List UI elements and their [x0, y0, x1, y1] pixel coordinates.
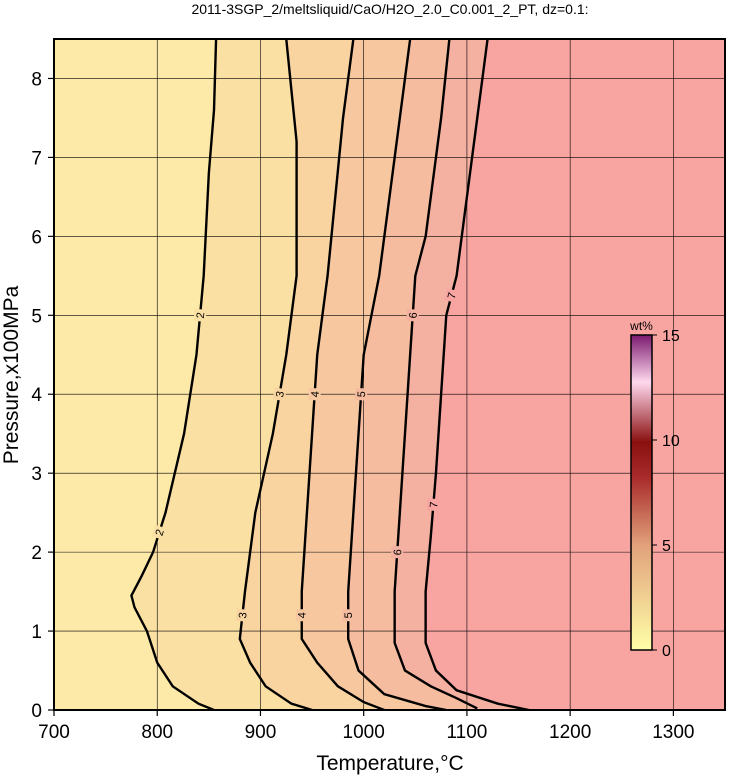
contour-line: [130, 39, 218, 710]
x-tick-label: 1300: [652, 722, 694, 743]
contour-label: 4: [297, 612, 309, 618]
plot-area: 2 2 3 3 4 4 5 5 6 6 7 7: [54, 39, 725, 710]
x-tick-label: 800: [141, 722, 173, 743]
colorbar-tick-label: 5: [662, 538, 671, 555]
contour-label-bg: [308, 387, 322, 401]
x-tick-label: 900: [245, 722, 277, 743]
contour-label: 7: [446, 291, 459, 300]
contour-label-bg: [193, 308, 207, 322]
contour-label: 2: [195, 312, 208, 319]
colorbar-tick-label: 0: [662, 643, 671, 660]
contour-label: 7: [428, 501, 440, 508]
y-tick-label: 4: [31, 385, 42, 406]
x-tick-label: 1100: [446, 722, 487, 743]
contour-line: [238, 39, 313, 710]
y-axis-label: Pressure,x100MPa: [0, 285, 23, 464]
contour-label-bg: [354, 387, 368, 401]
x-tick-label: 1000: [343, 722, 385, 743]
x-axis-label: Temperature,°C: [316, 752, 463, 775]
contour-label: 5: [356, 391, 368, 398]
y-tick-label: 2: [31, 543, 42, 564]
y-tick-label: 1: [31, 622, 42, 643]
contour-line: [393, 39, 478, 710]
contour-line: [300, 39, 385, 710]
contour-label: 6: [408, 312, 420, 319]
contour-label-bg: [426, 498, 440, 512]
colorbar-tick-label: 15: [662, 328, 680, 345]
y-tick-label: 3: [31, 464, 42, 485]
contour-label-bg: [295, 609, 308, 622]
contour-label-bg: [342, 609, 355, 622]
contour-label-bg: [272, 387, 287, 402]
y-tick-label: 5: [31, 306, 42, 327]
colorbar: [630, 334, 653, 651]
y-tick-label: 0: [31, 701, 42, 722]
contour-label-bg: [390, 545, 404, 559]
contour-label: 3: [237, 612, 250, 619]
contour-line: [347, 39, 447, 710]
contour-label: 2: [154, 528, 167, 537]
x-tick-label: 1200: [549, 722, 591, 743]
chart-title: 2011-3SGP_2/meltsliquid/CaO/H2O_2.0_C0.0…: [191, 1, 588, 17]
colorbar-label: wt%: [629, 319, 653, 333]
contour-label: 3: [274, 390, 287, 398]
contour-label-bg: [151, 524, 167, 540]
y-tick-label: 6: [31, 227, 42, 248]
plot-frame: [53, 38, 726, 711]
contour-label-bg: [444, 288, 459, 303]
contour-label: 5: [343, 612, 355, 618]
contour-label: 6: [392, 549, 404, 556]
contour-label: 4: [309, 391, 321, 398]
y-tick-label: 8: [31, 69, 42, 90]
x-tick-label: 700: [38, 722, 70, 743]
y-tick-label: 7: [31, 148, 42, 169]
contour-label-bg: [406, 308, 420, 322]
colorbar-tick-label: 10: [662, 433, 680, 450]
contour-label-bg: [235, 608, 250, 622]
